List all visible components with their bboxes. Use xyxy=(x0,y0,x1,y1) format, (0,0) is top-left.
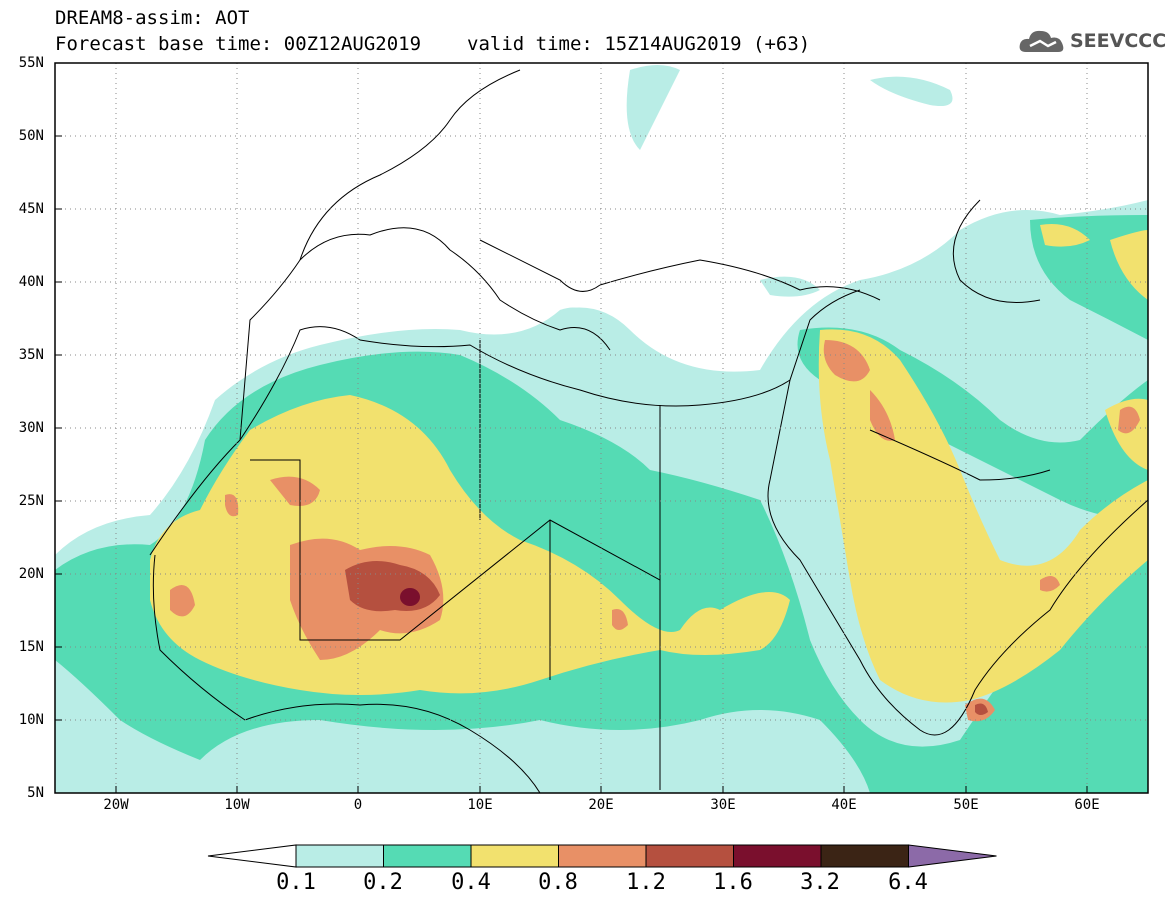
lon-label: 10E xyxy=(467,797,493,813)
axis-ticks xyxy=(55,62,1088,793)
lat-label: 35N xyxy=(18,347,44,363)
lat-label: 30N xyxy=(18,420,44,436)
forecast-times: Forecast base time: 00Z12AUG2019 valid ti… xyxy=(55,34,810,54)
logo-text: SEEVCCC xyxy=(1070,30,1165,52)
lat-label: 45N xyxy=(18,201,44,217)
colorbar-label: 6.4 xyxy=(888,870,928,895)
coastlines xyxy=(149,69,1148,793)
lat-label: 55N xyxy=(18,55,44,71)
lon-label: 0 xyxy=(353,797,363,813)
seevccc-logo: SEEVCCC xyxy=(1018,24,1165,58)
lon-label: 10W xyxy=(224,797,250,813)
colorbar-label: 1.2 xyxy=(626,870,666,895)
aot-field xyxy=(55,65,1148,793)
colorbar-label: 3.2 xyxy=(800,870,840,895)
lat-label: 50N xyxy=(18,128,44,144)
lon-label: 50E xyxy=(953,797,979,813)
lon-label: 60E xyxy=(1074,797,1100,813)
lat-label: 15N xyxy=(18,639,44,655)
lon-label: 20E xyxy=(588,797,614,813)
lat-label: 5N xyxy=(27,785,44,801)
colorbar-label: 0.8 xyxy=(538,870,578,895)
map-title: DREAM8-assim: AOT xyxy=(55,7,250,29)
lat-label: 40N xyxy=(18,274,44,290)
colorbar-label: 1.6 xyxy=(713,870,753,895)
lat-label: 10N xyxy=(18,712,44,728)
lon-label: 30E xyxy=(710,797,736,813)
colorbar-label: 0.2 xyxy=(363,870,403,895)
lon-label: 20W xyxy=(103,797,129,813)
graticule xyxy=(55,63,1148,793)
valid-time: valid time: 15Z14AUG2019 (+63) xyxy=(467,33,811,55)
cloud-logo-icon xyxy=(1019,30,1064,52)
lat-label: 20N xyxy=(18,566,44,582)
aot-level-1.6 xyxy=(400,588,420,606)
lat-label: 25N xyxy=(18,493,44,509)
base-time: Forecast base time: 00Z12AUG2019 xyxy=(55,33,422,55)
colorbar-label: 0.4 xyxy=(451,870,491,895)
colorbar-label: 0.1 xyxy=(276,870,316,895)
lon-label: 40E xyxy=(831,797,857,813)
